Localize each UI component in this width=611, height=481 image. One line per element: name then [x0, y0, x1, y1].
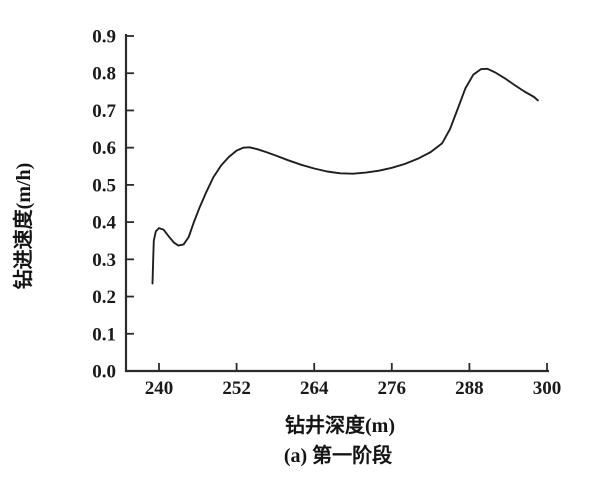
tick-marks	[126, 35, 548, 372]
y-tick-label: 0.4	[92, 213, 116, 234]
y-tick-label: 0.0	[92, 362, 116, 383]
y-tick-label: 0.1	[92, 324, 116, 345]
y-axis-title: 钻进速度(m/h)	[11, 163, 35, 290]
x-axis-title: 钻井深度(m)	[285, 413, 395, 437]
x-tick-label: 300	[533, 378, 562, 399]
x-tick-label: 288	[455, 378, 484, 399]
x-tick-label: 264	[300, 378, 329, 399]
x-tick-label: 240	[145, 378, 174, 399]
drilling-rate-curve	[151, 67, 539, 285]
tick-labels: 0.0 0.1 0.2 0.3 0.4 0.5 0.6 0.7 0.8 0.9 240 252 264 2…	[92, 27, 561, 400]
figure-caption: (a) 第一阶段	[284, 443, 392, 467]
y-tick-label: 0.3	[92, 250, 116, 271]
x-tick-label: 252	[222, 378, 251, 399]
axes	[124, 34, 549, 373]
x-tick-label: 276	[378, 378, 407, 399]
series-group	[151, 67, 539, 285]
y-tick-label: 0.6	[92, 138, 116, 159]
y-tick-label: 0.9	[92, 27, 116, 48]
y-tick-label: 0.2	[92, 287, 116, 308]
y-tick-label: 0.7	[92, 101, 116, 122]
y-tick-label: 0.5	[92, 175, 116, 196]
y-tick-label: 0.8	[92, 64, 116, 85]
